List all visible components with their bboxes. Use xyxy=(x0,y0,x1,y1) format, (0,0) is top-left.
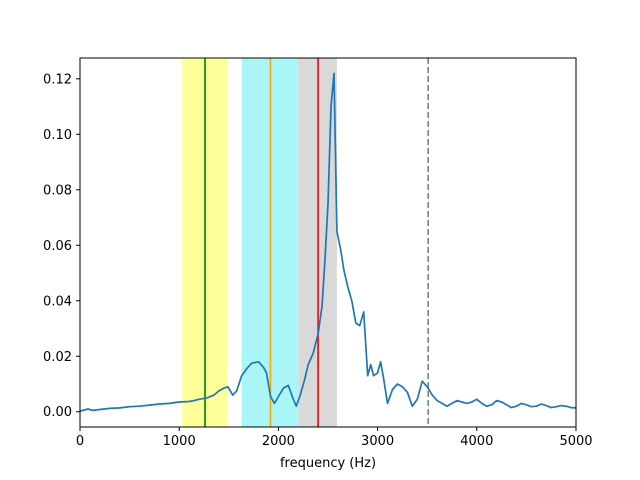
x-tick-label: 0 xyxy=(76,434,84,449)
x-axis: 0 1000 2000 3000 4000 5000 xyxy=(76,427,593,449)
plot-frame xyxy=(79,57,577,428)
y-tick-label: 0.04 xyxy=(43,294,72,309)
y-tick-label: 0.02 xyxy=(43,350,72,365)
y-tick-label: 0.00 xyxy=(43,405,72,420)
series-group xyxy=(79,72,577,413)
x-tick-label: 3000 xyxy=(361,434,394,449)
x-tick-label: 4000 xyxy=(460,434,493,449)
x-tick-label: 2000 xyxy=(262,434,295,449)
y-axis: 0.00 0.02 0.04 0.06 0.08 0.10 0.12 xyxy=(43,72,80,420)
y-tick-label: 0.10 xyxy=(43,128,72,143)
y-tick-label: 0.08 xyxy=(43,183,72,198)
y-tick-label: 0.12 xyxy=(43,72,72,87)
y-tick-label: 0.06 xyxy=(43,239,72,254)
series-line-1 xyxy=(79,72,577,413)
x-tick-label: 5000 xyxy=(559,434,592,449)
vertical-lines xyxy=(204,58,429,427)
x-tick-label: 1000 xyxy=(163,434,196,449)
x-axis-label: frequency (Hz) xyxy=(280,456,376,471)
